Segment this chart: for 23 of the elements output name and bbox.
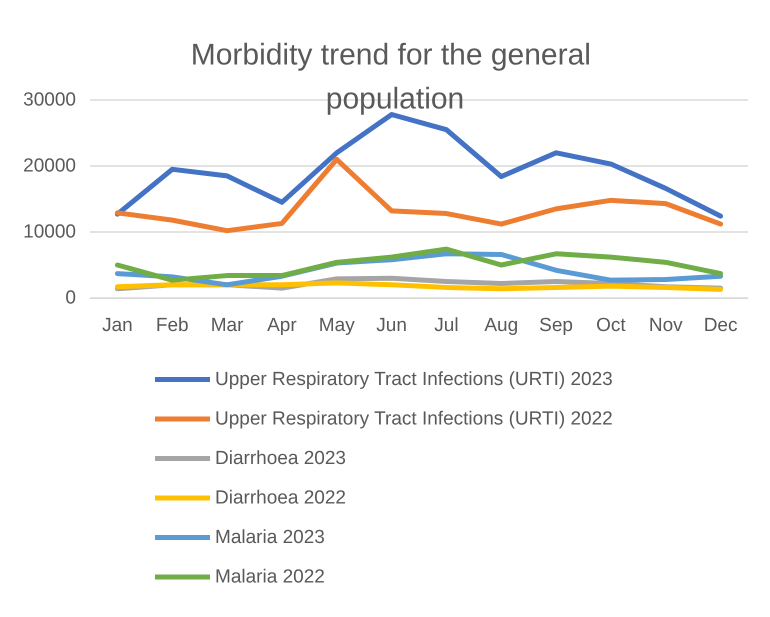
x-tick-label: Jan bbox=[102, 315, 133, 336]
x-tick-label: Sep bbox=[539, 315, 573, 336]
x-tick-label: May bbox=[318, 315, 356, 336]
x-tick-label: Dec bbox=[704, 315, 738, 336]
legend-label: Upper Respiratory Tract Infections (URTI) 2023 bbox=[215, 369, 613, 390]
x-tick-label: Nov bbox=[648, 315, 684, 336]
legend-label: Malaria 2023 bbox=[215, 527, 325, 548]
y-tick-label: 20000 bbox=[23, 156, 76, 176]
chart-title: Morbidity trend for the general population bbox=[190, 38, 600, 116]
x-tick-label: Aug bbox=[484, 315, 518, 336]
legend-label: Diarrhoea 2023 bbox=[215, 448, 346, 469]
x-tick-label: Jun bbox=[376, 315, 407, 336]
x-tick-label: Feb bbox=[156, 315, 189, 336]
legend-label: Malaria 2022 bbox=[215, 566, 325, 588]
x-tick-label: Mar bbox=[210, 315, 244, 336]
x-tick-label: Oct bbox=[596, 315, 626, 336]
y-tick-label: 30000 bbox=[23, 90, 76, 110]
legend-label: Diarrhoea 2022 bbox=[215, 488, 346, 508]
legend-label: Upper Respiratory Tract Infections (URTI) 2022 bbox=[215, 408, 613, 430]
y-tick-label: 10000 bbox=[23, 222, 76, 242]
y-tick-label: 0 bbox=[65, 288, 76, 308]
x-tick-label: Apr bbox=[267, 315, 298, 336]
x-tick-label: Jul bbox=[434, 315, 459, 336]
